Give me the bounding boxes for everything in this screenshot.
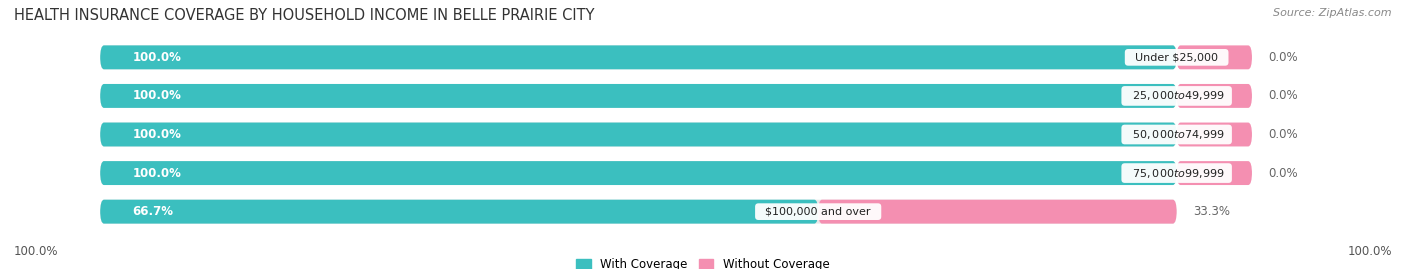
FancyBboxPatch shape bbox=[100, 200, 1177, 224]
Text: 100.0%: 100.0% bbox=[132, 128, 181, 141]
FancyBboxPatch shape bbox=[1177, 84, 1251, 108]
FancyBboxPatch shape bbox=[1177, 123, 1251, 146]
FancyBboxPatch shape bbox=[1177, 45, 1251, 69]
Text: HEALTH INSURANCE COVERAGE BY HOUSEHOLD INCOME IN BELLE PRAIRIE CITY: HEALTH INSURANCE COVERAGE BY HOUSEHOLD I… bbox=[14, 8, 595, 23]
Text: Source: ZipAtlas.com: Source: ZipAtlas.com bbox=[1274, 8, 1392, 18]
FancyBboxPatch shape bbox=[100, 161, 1177, 185]
Text: 0.0%: 0.0% bbox=[1268, 128, 1298, 141]
FancyBboxPatch shape bbox=[100, 84, 1177, 108]
FancyBboxPatch shape bbox=[818, 200, 1177, 224]
Text: 0.0%: 0.0% bbox=[1268, 89, 1298, 102]
Text: 0.0%: 0.0% bbox=[1268, 167, 1298, 180]
Text: 100.0%: 100.0% bbox=[1347, 245, 1392, 258]
Text: 100.0%: 100.0% bbox=[132, 167, 181, 180]
Text: $50,000 to $74,999: $50,000 to $74,999 bbox=[1125, 128, 1229, 141]
Text: 66.7%: 66.7% bbox=[132, 205, 173, 218]
FancyBboxPatch shape bbox=[100, 161, 1177, 185]
Text: $25,000 to $49,999: $25,000 to $49,999 bbox=[1125, 89, 1229, 102]
Text: 100.0%: 100.0% bbox=[132, 51, 181, 64]
FancyBboxPatch shape bbox=[100, 123, 1177, 146]
Text: 100.0%: 100.0% bbox=[14, 245, 59, 258]
Text: Under $25,000: Under $25,000 bbox=[1128, 52, 1225, 62]
Text: 0.0%: 0.0% bbox=[1268, 51, 1298, 64]
Text: $75,000 to $99,999: $75,000 to $99,999 bbox=[1125, 167, 1229, 180]
FancyBboxPatch shape bbox=[100, 84, 1177, 108]
FancyBboxPatch shape bbox=[100, 200, 818, 224]
FancyBboxPatch shape bbox=[100, 45, 1177, 69]
FancyBboxPatch shape bbox=[1177, 161, 1251, 185]
Text: 33.3%: 33.3% bbox=[1192, 205, 1230, 218]
Text: $100,000 and over: $100,000 and over bbox=[758, 207, 877, 217]
FancyBboxPatch shape bbox=[100, 123, 1177, 146]
Legend: With Coverage, Without Coverage: With Coverage, Without Coverage bbox=[572, 253, 834, 269]
FancyBboxPatch shape bbox=[100, 45, 1177, 69]
Text: 100.0%: 100.0% bbox=[132, 89, 181, 102]
